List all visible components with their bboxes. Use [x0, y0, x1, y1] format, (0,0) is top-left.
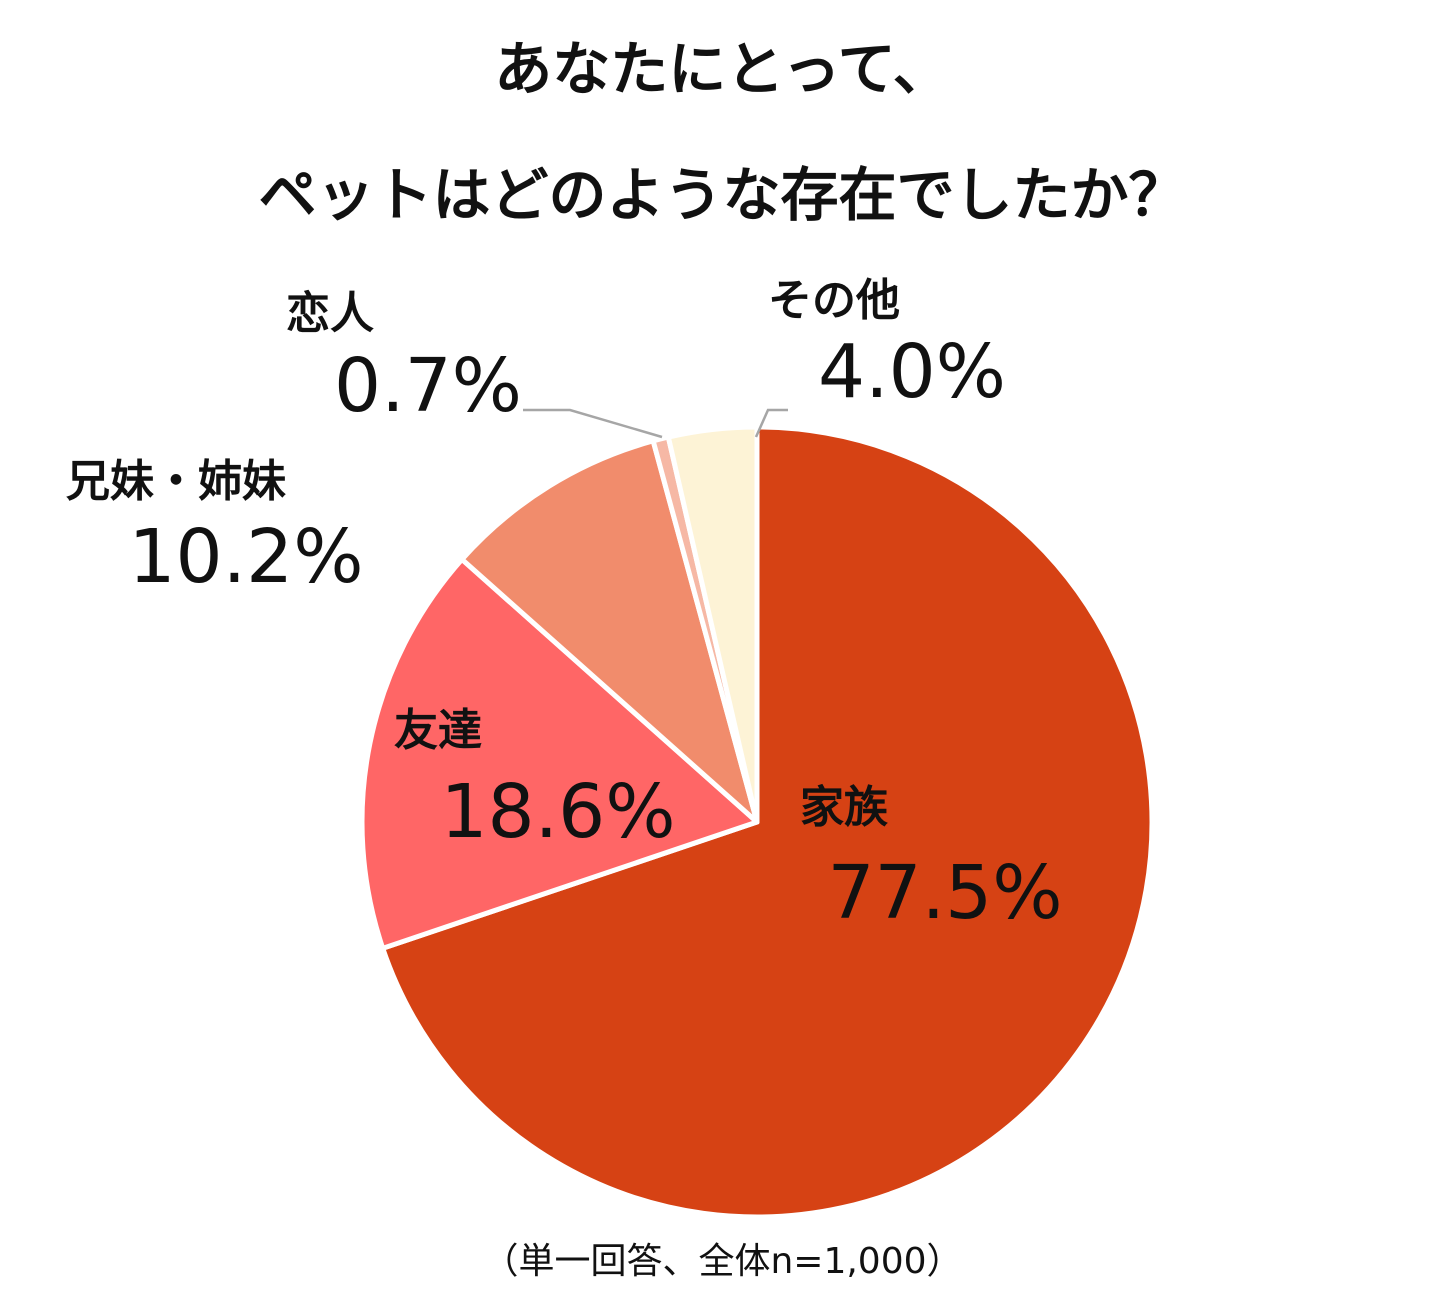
slice-value-label: 4.0%	[818, 329, 1006, 415]
leader-line	[754, 408, 788, 438]
slice-category-label: その他	[768, 275, 900, 326]
slice-value-label: 0.7%	[334, 343, 522, 429]
chart-title-line-1: あなたにとって、	[494, 35, 951, 103]
leader-line	[523, 408, 663, 439]
pie-slice	[665, 424, 760, 825]
slice-category-label: 兄妹・姉妹	[66, 456, 286, 507]
slice-category-label: 友達	[394, 705, 482, 756]
pie-slice	[459, 438, 760, 825]
sample-note: （単一回答、全体n=1,000）	[482, 1241, 963, 1282]
slice-value-label: 10.2%	[128, 514, 363, 600]
pie-slice	[359, 556, 760, 951]
slice-value-label: 18.6%	[440, 769, 675, 855]
slice-category-label: 恋人	[286, 288, 374, 339]
pie-slice	[380, 424, 1155, 1220]
slice-value-label: 77.5%	[827, 850, 1062, 936]
slice-category-label: 家族	[800, 782, 888, 833]
chart-title-line-2: ペットはどのような存在でしたか？	[258, 161, 1187, 229]
